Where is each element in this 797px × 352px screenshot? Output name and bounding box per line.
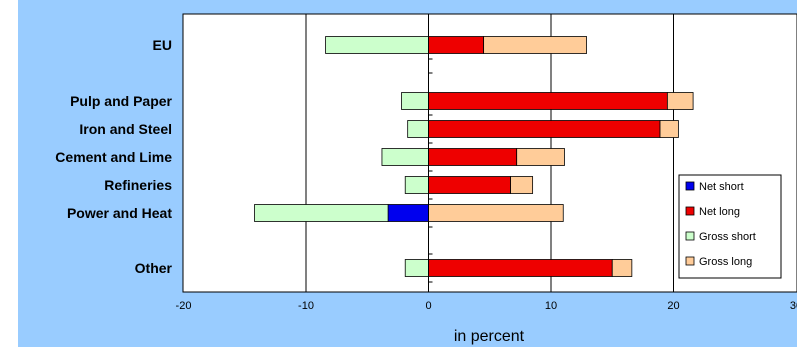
bar-gross-short [404, 176, 429, 194]
x-axis-label: in percent [454, 328, 525, 345]
legend-swatch [685, 181, 695, 191]
category-label: EU [153, 37, 172, 53]
x-tick-label: 0 [425, 300, 431, 312]
bar-gross-short [381, 148, 429, 166]
bar-gross-short [404, 259, 429, 277]
x-tick-label: -10 [298, 300, 314, 312]
category-label: Other [135, 260, 173, 276]
bar-gross-long [666, 92, 694, 110]
legend-swatch [685, 256, 695, 266]
x-tick-labels: -20 -10 0 10 20 30 [176, 300, 797, 312]
legend-swatch [685, 231, 695, 241]
x-tick-label: -20 [176, 300, 192, 312]
bar-net-long [428, 259, 613, 277]
legend-box [678, 174, 782, 279]
bar-gross-short [325, 36, 429, 54]
bar-gross-long [483, 36, 587, 54]
bar-gross-short [401, 92, 429, 110]
bar-gross-long [611, 259, 633, 277]
bar-net-long [428, 148, 518, 166]
legend-label: Net long [699, 206, 740, 218]
bar-gross-long [510, 176, 534, 194]
axis-layer [428, 13, 433, 292]
bar-gross-short [407, 120, 429, 138]
legend-label: Gross long [699, 256, 752, 268]
x-tick-label: 20 [667, 300, 679, 312]
category-label: Power and Heat [67, 205, 172, 221]
bars-layer [254, 36, 694, 277]
legend-swatch [685, 206, 695, 216]
bar-net-short [387, 204, 429, 222]
bar-gross-long [428, 204, 564, 222]
category-label: Cement and Lime [55, 149, 172, 165]
bar-gross-long [516, 148, 565, 166]
legend-label: Gross short [699, 231, 756, 243]
category-label: Refineries [104, 177, 172, 193]
legend-label: Net short [699, 181, 744, 193]
category-label: Pulp and Paper [70, 93, 172, 109]
bar-gross-short [254, 204, 389, 222]
bar-net-long [428, 176, 511, 194]
bar-net-long [428, 92, 668, 110]
bar-gross-long [659, 120, 679, 138]
category-label: Iron and Steel [79, 121, 172, 137]
category-labels: EU Pulp and Paper Iron and Steel Cement and… [55, 37, 172, 276]
bar-net-long [428, 120, 661, 138]
legend: Net short Net long Gross short Gross long [678, 174, 782, 279]
x-tick-label: 10 [545, 300, 557, 312]
x-tick-label: 30 [790, 300, 797, 312]
bar-net-long [428, 36, 485, 54]
